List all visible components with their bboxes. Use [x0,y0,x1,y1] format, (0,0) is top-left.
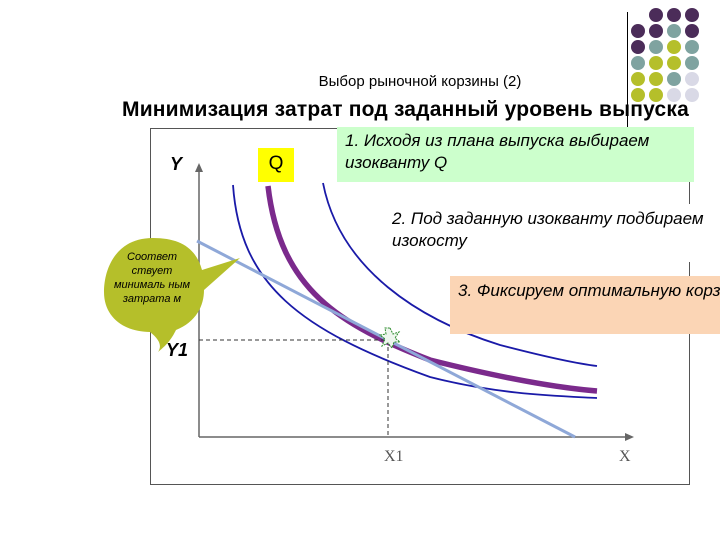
y-axis-label: Y [170,154,183,174]
decor-dot [685,56,699,70]
divider-line [627,12,628,130]
x-axis-label: X [619,448,631,465]
decor-dot [667,8,681,22]
decor-dot [631,72,645,86]
callout-bubble [104,238,240,352]
decor-dot [631,88,645,102]
callout-text: Соответ ствует минималь ным затрата м [113,251,191,305]
step-3-box: 3. Фиксируем оптимальную корзину X1, Y1 [450,276,720,334]
decor-dot [631,24,645,38]
decor-dot [649,72,663,86]
isoquant-lower [232,184,598,399]
x1-label: X1 [384,448,404,465]
step-2-box: 2. Под заданную изокванту подбираем изок… [382,204,720,262]
isoquant-label: Q [258,148,294,182]
decor-dot [631,40,645,54]
decor-dot [649,24,663,38]
decor-dot [649,40,663,54]
decor-dot [685,8,699,22]
decor-dot [685,24,699,38]
decor-dot [685,72,699,86]
decor-dot [667,56,681,70]
y-axis-arrow [195,163,203,172]
x-axis-arrow [625,433,634,441]
decor-dot [685,88,699,102]
decor-dot [649,8,663,22]
slide-subtitle: Выбор рыночной корзины (2) [318,73,522,90]
decor-dot [667,24,681,38]
slide-title: Минимизация затрат под заданный уровень … [122,98,689,121]
step-1-box: 1. Исходя из плана выпуска выбираем изок… [337,127,694,182]
decor-dot [649,88,663,102]
decor-dot [685,40,699,54]
decor-dot [631,56,645,70]
decor-dot [667,88,681,102]
decor-dot [649,56,663,70]
y1-label: Y1 [166,340,189,360]
optimum-point [378,327,402,350]
decor-dot [667,72,681,86]
decor-dot [667,40,681,54]
